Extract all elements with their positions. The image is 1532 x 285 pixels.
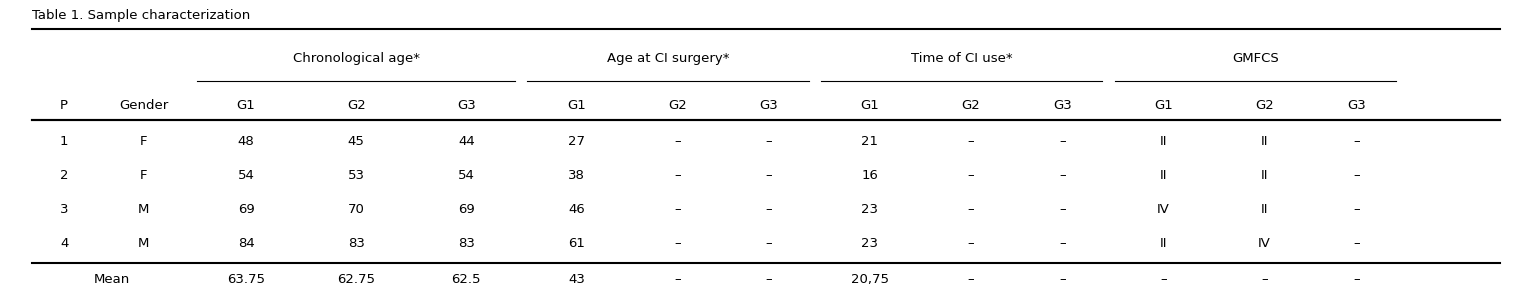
Text: G2: G2 [668,99,686,112]
Text: –: – [766,203,772,216]
Text: G3: G3 [760,99,778,112]
Text: F: F [139,169,147,182]
Text: G3: G3 [1054,99,1072,112]
Text: II: II [1261,135,1268,148]
Text: –: – [968,169,974,182]
Text: 83: 83 [458,237,475,250]
Text: 4: 4 [60,237,69,250]
Text: Mean: Mean [93,274,130,285]
Text: IV: IV [1258,237,1272,250]
Text: 16: 16 [861,169,878,182]
Text: –: – [766,169,772,182]
Text: –: – [1059,169,1066,182]
Text: 21: 21 [861,135,878,148]
Text: –: – [968,135,974,148]
Text: –: – [674,135,680,148]
Text: F: F [139,135,147,148]
Text: G1: G1 [861,99,879,112]
Text: –: – [766,274,772,285]
Text: –: – [1353,274,1359,285]
Text: 83: 83 [348,237,365,250]
Text: –: – [766,135,772,148]
Text: M: M [138,203,149,216]
Text: –: – [1059,237,1066,250]
Text: 63.75: 63.75 [227,274,265,285]
Text: –: – [968,203,974,216]
Text: P: P [60,99,67,112]
Text: –: – [1160,274,1167,285]
Text: II: II [1261,169,1268,182]
Text: II: II [1261,203,1268,216]
Text: Time of CI use*: Time of CI use* [912,52,1013,65]
Text: 45: 45 [348,135,365,148]
Text: G1: G1 [236,99,256,112]
Text: –: – [1059,135,1066,148]
Text: 23: 23 [861,203,878,216]
Text: –: – [674,237,680,250]
Text: Chronological age*: Chronological age* [293,52,420,65]
Text: 43: 43 [568,274,585,285]
Text: 69: 69 [237,203,254,216]
Text: –: – [1353,135,1359,148]
Text: 61: 61 [568,237,585,250]
Text: Gender: Gender [119,99,169,112]
Text: 84: 84 [237,237,254,250]
Text: 54: 54 [458,169,475,182]
Text: M: M [138,237,149,250]
Text: G2: G2 [962,99,980,112]
Text: –: – [674,169,680,182]
Text: 46: 46 [568,203,585,216]
Text: 3: 3 [60,203,69,216]
Text: 27: 27 [568,135,585,148]
Text: G3: G3 [1347,99,1365,112]
Text: G1: G1 [1154,99,1174,112]
Text: Age at CI surgery*: Age at CI surgery* [607,52,729,65]
Text: 69: 69 [458,203,475,216]
Text: –: – [968,237,974,250]
Text: IV: IV [1157,203,1170,216]
Text: 53: 53 [348,169,365,182]
Text: –: – [674,274,680,285]
Text: 62.5: 62.5 [452,274,481,285]
Text: –: – [1261,274,1268,285]
Text: II: II [1160,169,1167,182]
Text: 23: 23 [861,237,878,250]
Text: 70: 70 [348,203,365,216]
Text: 62.75: 62.75 [337,274,375,285]
Text: G2: G2 [346,99,366,112]
Text: Table 1. Sample characterization: Table 1. Sample characterization [32,9,250,22]
Text: –: – [1059,274,1066,285]
Text: II: II [1160,237,1167,250]
Text: –: – [766,237,772,250]
Text: 20,75: 20,75 [850,274,889,285]
Text: G3: G3 [457,99,475,112]
Text: 2: 2 [60,169,69,182]
Text: GMFCS: GMFCS [1232,52,1279,65]
Text: –: – [1059,203,1066,216]
Text: G2: G2 [1255,99,1275,112]
Text: –: – [1353,237,1359,250]
Text: G1: G1 [567,99,585,112]
Text: 48: 48 [237,135,254,148]
Text: 54: 54 [237,169,254,182]
Text: 1: 1 [60,135,69,148]
Text: –: – [1353,203,1359,216]
Text: –: – [1353,169,1359,182]
Text: –: – [968,274,974,285]
Text: 38: 38 [568,169,585,182]
Text: –: – [674,203,680,216]
Text: 44: 44 [458,135,475,148]
Text: II: II [1160,135,1167,148]
